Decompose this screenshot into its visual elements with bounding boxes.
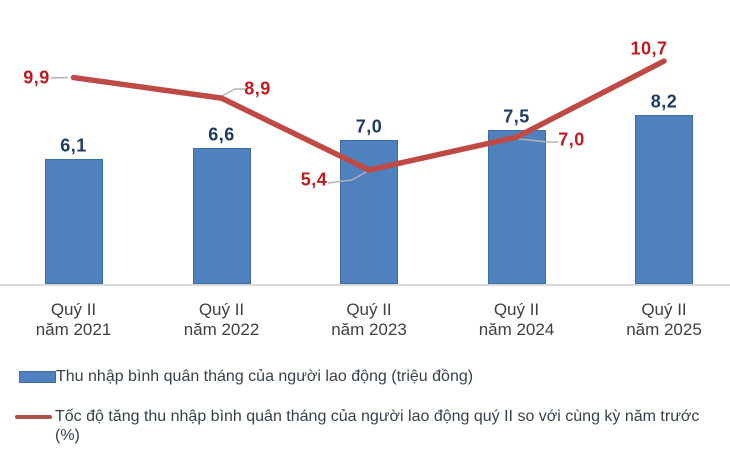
- line-series-swatch-icon: [15, 414, 52, 419]
- bar: [635, 115, 693, 284]
- legend-label-income: Thu nhập bình quân tháng của người lao đ…: [56, 368, 474, 385]
- label-leader-line: [221, 88, 245, 97]
- bar-series-swatch-icon: [19, 370, 56, 383]
- bar-value-label: 7,0: [355, 116, 383, 137]
- bar-value-label: 6,6: [208, 124, 235, 145]
- bar: [487, 129, 546, 284]
- category-label: Quý II năm 2022: [183, 300, 260, 339]
- legend-swatch-col: [15, 407, 55, 426]
- legend: Thu nhập bình quân tháng của người lao đ…: [15, 367, 720, 445]
- category-label: Quý II năm 2023: [331, 300, 407, 339]
- label-leader-line: [50, 76, 69, 79]
- line-value-label: 10,7: [630, 38, 668, 59]
- label-leader-line: [518, 138, 558, 143]
- line-value-label: 5,4: [300, 169, 328, 190]
- bar-value-label: 6,1: [60, 135, 87, 156]
- legend-item-income: Thu nhập bình quân tháng của người lao đ…: [15, 367, 720, 386]
- legend-item-growth: Tốc độ tăng thu nhập bình quân tháng của…: [15, 407, 720, 445]
- bar-value-label: 8,2: [650, 91, 678, 112]
- line-value-label: 8,9: [244, 78, 271, 99]
- growth-line-series: [50, 58, 667, 184]
- legend-label-growth: Tốc độ tăng thu nhập bình quân tháng của…: [55, 408, 700, 444]
- legend-swatch-col: [15, 367, 56, 386]
- bar-value-label: 7,5: [503, 106, 530, 127]
- bar: [44, 158, 103, 284]
- bar: [192, 148, 251, 284]
- line-value-label: 9,9: [23, 67, 50, 88]
- category-label: Quý II năm 2025: [626, 300, 702, 339]
- x-axis-line: [0, 284, 730, 286]
- line-value-label: 7,0: [558, 129, 585, 150]
- plot-area: 6,1 6,6 7,0 7,5 8,2 9,9 8,9 5,4 7,0 10,7 Quý II …: [0, 38, 730, 339]
- growth-line: [70, 58, 667, 173]
- category-label: Quý II năm 2024: [478, 300, 555, 339]
- category-label: Quý II năm 2021: [35, 300, 112, 339]
- label-leader-line: [327, 171, 367, 184]
